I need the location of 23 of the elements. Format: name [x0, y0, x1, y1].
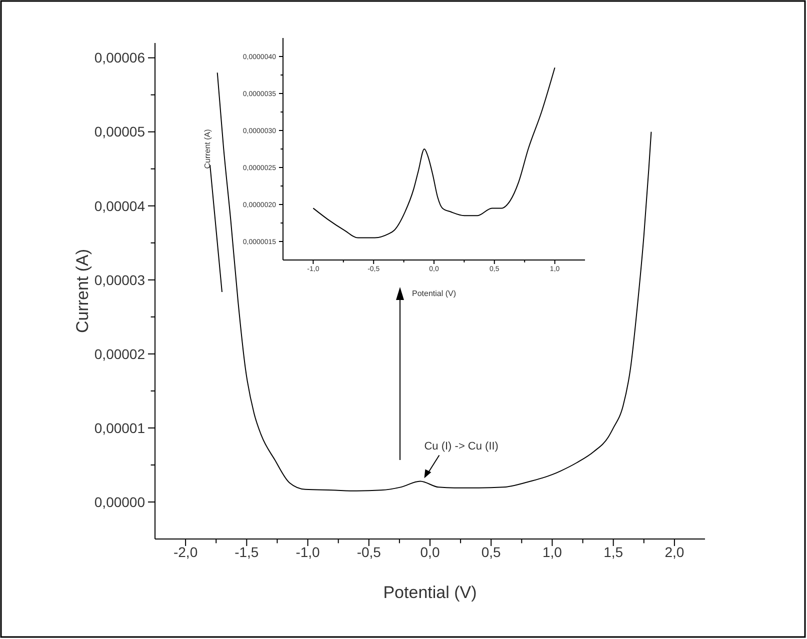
- y-tick-label: 0,00005: [94, 124, 146, 140]
- x-axis-title: Potential (V): [412, 289, 456, 298]
- x-tick-label: -1,0: [296, 544, 320, 560]
- x-tick-label: 0,5: [481, 544, 502, 560]
- x-tick-label: -0,5: [356, 544, 382, 560]
- x-axis-title: Potential (V): [383, 583, 477, 602]
- x-tick-label: 0,0: [420, 544, 440, 560]
- x-tick-label: 1,0: [542, 544, 562, 560]
- line-series: [216, 72, 652, 492]
- y-tick-label: 0,00002: [94, 346, 146, 362]
- line-series: [312, 67, 556, 238]
- y-axis-title: Current (A): [73, 248, 92, 334]
- x-tick-label: -2,0: [173, 544, 198, 560]
- y-tick-label: 0,00003: [94, 272, 146, 288]
- annotation: Cu (I) -> Cu (II): [424, 440, 498, 452]
- y-tick-label: 0,00004: [94, 198, 146, 214]
- x-tick-label: -1,5: [234, 544, 259, 560]
- y-tick-label: 0,00006: [94, 50, 146, 66]
- x-tick-label: 2,0: [664, 544, 684, 560]
- y-axis-title: Current (A): [203, 128, 212, 169]
- x-tick-label: 1,5: [604, 544, 624, 560]
- y-tick-label: 0,00001: [94, 420, 146, 436]
- y-tick-label: 0,00000: [94, 494, 146, 510]
